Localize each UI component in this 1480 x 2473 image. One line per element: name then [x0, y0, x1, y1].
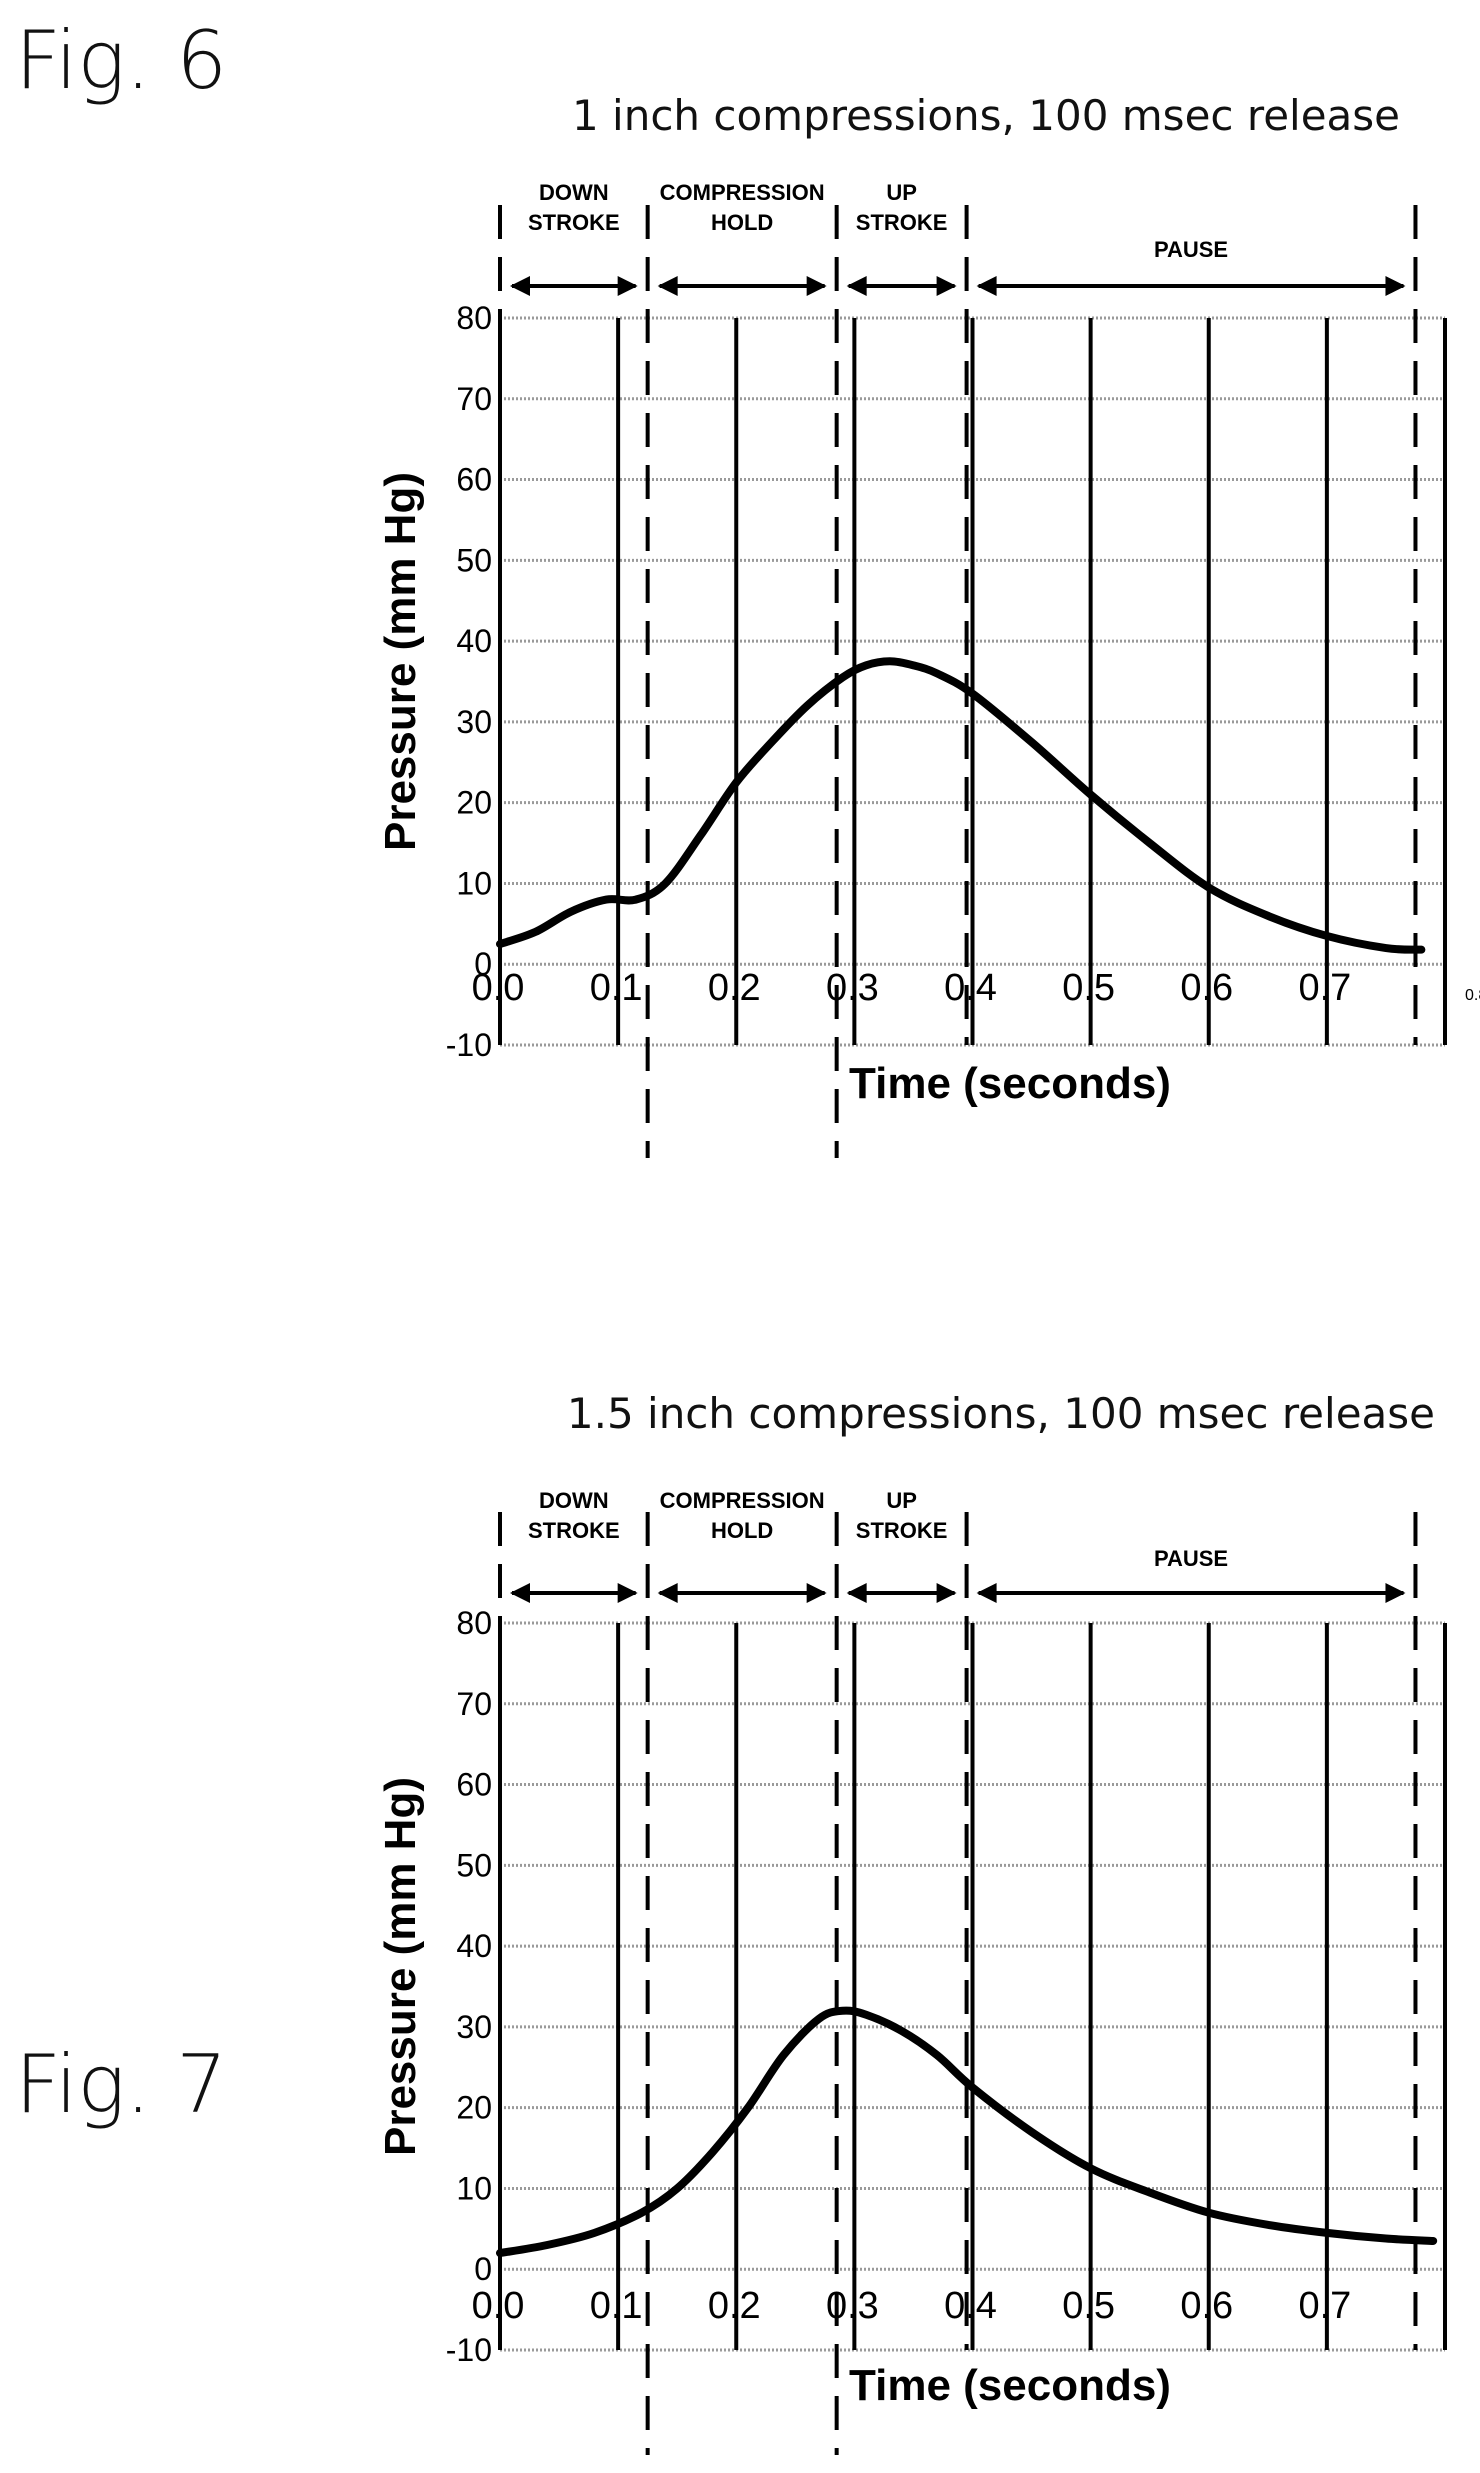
y-tick-label: 40	[456, 623, 492, 659]
phase-label: STROKE	[528, 1518, 620, 1543]
figure-label: Fig. 6	[15, 14, 227, 107]
phase-label: PAUSE	[1154, 1546, 1228, 1571]
y-tick-label: 20	[456, 785, 492, 821]
y-tick-label: 50	[456, 1847, 492, 1883]
x-tick-label: 0.1	[590, 2285, 643, 2327]
phase-label: UP	[886, 180, 917, 205]
y-tick-label: 60	[456, 1767, 492, 1803]
x-tick-label: 0.3	[826, 2285, 879, 2327]
y-tick-label: -10	[446, 1027, 492, 1063]
x-tick-label: 0.3	[826, 967, 879, 1009]
y-tick-label: 80	[456, 1605, 492, 1641]
phase-label: STROKE	[856, 210, 948, 235]
x-tick-label: 0.8	[1465, 987, 1480, 1004]
y-tick-label: 10	[456, 865, 492, 901]
x-tick-label: 0.7	[1298, 967, 1351, 1009]
y-tick-label: 30	[456, 704, 492, 740]
y-tick-label: 80	[456, 300, 492, 336]
pressure-series-line	[496, 657, 1426, 954]
x-axis-title: Time (seconds)	[849, 2361, 1171, 2410]
figure-label: Fig. 7	[15, 2038, 227, 2131]
x-tick-label: 0.5	[1062, 967, 1115, 1009]
phase-label: DOWN	[539, 180, 609, 205]
x-tick-label: 0.6	[1180, 967, 1233, 1009]
phase-label: STROKE	[856, 1518, 948, 1543]
x-tick-label: 0.0	[472, 2285, 525, 2327]
chart-2: Fig. 7 1.5 inch compressions, 100 msec re…	[15, 1389, 1447, 2455]
y-tick-label: 0	[474, 946, 492, 982]
y-tick-label: 60	[456, 462, 492, 498]
phase-label: STROKE	[528, 210, 620, 235]
x-tick-label: 0.4	[944, 967, 997, 1009]
y-tick-label: -10	[446, 2332, 492, 2368]
y-tick-label: 10	[456, 2170, 492, 2206]
y-tick-label: 30	[456, 2009, 492, 2045]
x-tick-label: 0.6	[1180, 2285, 1233, 2327]
y-tick-label: 70	[456, 381, 492, 417]
x-tick-label: 0.7	[1298, 2285, 1351, 2327]
y-tick-label: 70	[456, 1686, 492, 1722]
phase-label: HOLD	[711, 210, 773, 235]
phase-label: PAUSE	[1154, 237, 1228, 262]
y-tick-label: 40	[456, 1928, 492, 1964]
y-axis-title: Pressure (mm Hg)	[376, 472, 425, 851]
x-tick-label: 0.5	[1062, 2285, 1115, 2327]
phase-label: DOWN	[539, 1488, 609, 1513]
phase-label: UP	[886, 1488, 917, 1513]
phase-label: COMPRESSION	[660, 1488, 825, 1513]
y-tick-label: 50	[456, 542, 492, 578]
chart-title: 1.5 inch compressions, 100 msec release	[567, 1389, 1435, 1438]
chart-title: 1 inch compressions, 100 msec release	[572, 91, 1400, 140]
x-tick-label: 0.2	[708, 967, 761, 1009]
x-tick-label: 0.2	[708, 2285, 761, 2327]
phase-label: COMPRESSION	[660, 180, 825, 205]
chart-1: Fig. 6 1 inch compressions, 100 msec rele…	[15, 14, 1480, 1158]
pressure-series-line	[496, 2006, 1438, 2258]
x-tick-label: 0.1	[590, 967, 643, 1009]
y-tick-label: 20	[456, 2090, 492, 2126]
y-axis-title: Pressure (mm Hg)	[376, 1777, 425, 2156]
x-tick-label: 0.4	[944, 2285, 997, 2327]
x-axis-title: Time (seconds)	[849, 1059, 1171, 1108]
x-tick-label: 0.0	[472, 967, 525, 1009]
y-tick-label: 0	[474, 2251, 492, 2287]
phase-label: HOLD	[711, 1518, 773, 1543]
